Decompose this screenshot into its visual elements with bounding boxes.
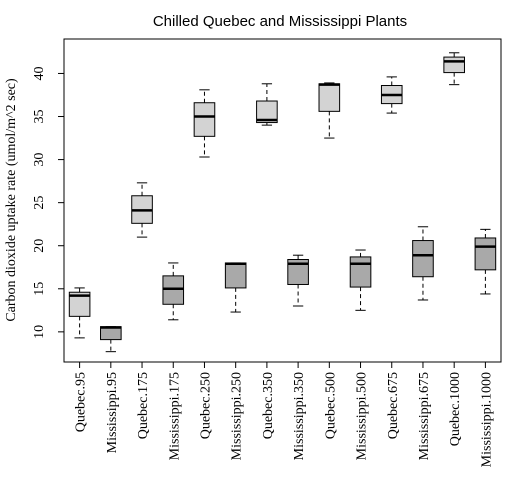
x-tick-label: Quebec.500	[323, 372, 338, 439]
chart-title: Chilled Quebec and Mississippi Plants	[153, 13, 407, 30]
x-tick-label: Mississippi.250	[230, 372, 245, 460]
box-series	[68, 52, 497, 353]
box-Mississippi.95	[100, 326, 122, 353]
x-tick-label: Quebec.175	[136, 372, 151, 439]
y-axis: 10 15 20 25 30 35 40	[32, 66, 65, 339]
x-tick-label: Mississippi.675	[417, 372, 432, 460]
x-axis: Quebec.95 Mississippi.95 Quebec.175 Mississ…	[74, 361, 494, 467]
box-Quebec.250	[193, 89, 216, 158]
x-tick-label: Mississippi.175	[167, 372, 182, 460]
box-Quebec.675	[380, 76, 403, 114]
box-iqr	[318, 83, 341, 112]
box-iqr	[162, 275, 185, 305]
box-Mississippi.1000	[474, 228, 497, 295]
x-tick-label: Quebec.675	[386, 372, 401, 439]
y-tick-label: 20	[32, 239, 47, 253]
x-tick-label: Mississippi.350	[292, 372, 307, 460]
x-tick-label: Mississippi.1000	[479, 372, 494, 467]
y-tick-label: 30	[32, 153, 47, 167]
box-Quebec.95	[68, 287, 91, 339]
box-Mississippi.675	[412, 226, 434, 301]
box-Quebec.500	[318, 82, 341, 139]
x-tick-label: Mississippi.95	[105, 372, 120, 453]
box-Mississippi.250	[224, 262, 247, 313]
x-tick-label: Mississippi.500	[355, 372, 370, 460]
box-iqr	[349, 256, 372, 288]
box-Quebec.350	[256, 83, 278, 126]
box-iqr	[193, 102, 216, 137]
x-tick-label: Quebec.95	[74, 372, 89, 432]
plot-frame	[63, 38, 502, 363]
x-tick-label: Quebec.250	[198, 372, 213, 439]
box-Quebec.175	[131, 182, 153, 238]
box-Quebec.1000	[443, 52, 465, 86]
box-iqr	[256, 100, 278, 124]
box-iqr	[474, 237, 497, 271]
box-iqr	[443, 56, 465, 74]
y-tick-label: 40	[32, 66, 47, 80]
box-Mississippi.175	[162, 262, 185, 321]
x-tick-label: Quebec.1000	[448, 372, 463, 446]
box-Mississippi.500	[349, 249, 372, 311]
y-tick-label: 25	[32, 196, 47, 210]
box-iqr	[68, 291, 91, 317]
box-iqr	[224, 262, 247, 289]
box-iqr	[287, 259, 309, 285]
box-iqr	[412, 240, 434, 278]
y-axis-label: Carbon dioxide uptake rate (umol/m^2 sec…	[4, 78, 19, 322]
y-tick-label: 15	[32, 282, 47, 296]
box-Mississippi.350	[287, 254, 309, 307]
y-tick-label: 10	[32, 325, 47, 339]
y-tick-label: 35	[32, 110, 47, 124]
x-tick-label: Quebec.350	[261, 372, 276, 439]
